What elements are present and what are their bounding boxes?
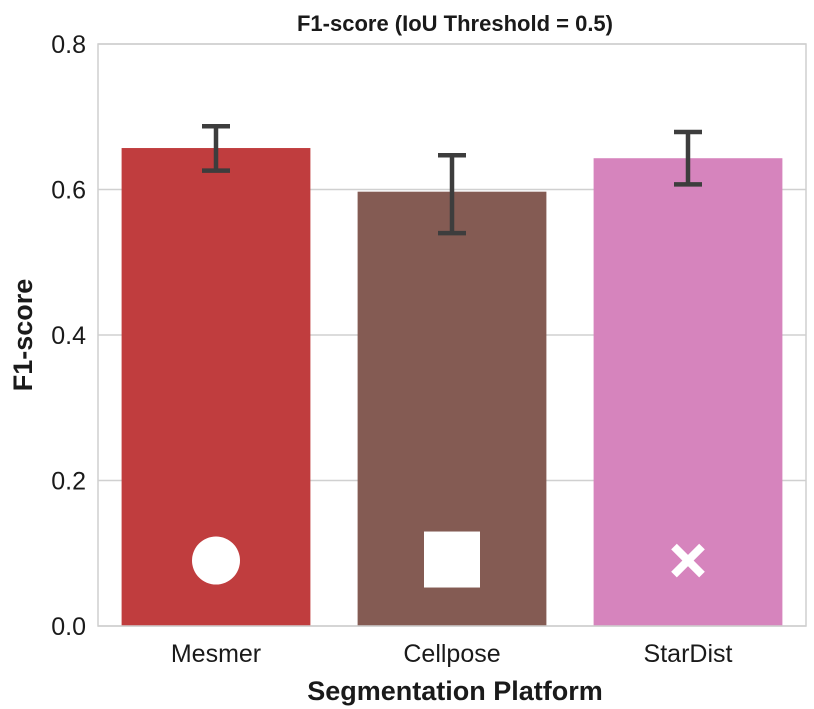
y-tick-label-0: 0.0 <box>51 613 86 641</box>
error-bars <box>202 123 702 236</box>
bar-markers <box>192 531 705 588</box>
chart-title: F1-score (IoU Threshold = 0.5) <box>297 11 613 36</box>
plot-frame <box>97 43 807 627</box>
y-axis-label: F1-score <box>8 279 38 392</box>
y-tick-label-1: 0.2 <box>51 468 86 496</box>
y-tick-label-2: 0.4 <box>51 322 86 350</box>
x-axis-label: Segmentation Platform <box>307 676 603 706</box>
marker-cross-stardist <box>671 543 705 578</box>
x-tick-label-mesmer: Mesmer <box>171 640 261 668</box>
x-tick-label-stardist: StarDist <box>644 640 733 668</box>
marker-square-cellpose <box>424 531 480 588</box>
x-tick-label-cellpose: Cellpose <box>403 640 500 668</box>
y-tick-label-3: 0.6 <box>51 177 86 205</box>
y-tick-label-4: 0.8 <box>51 31 86 59</box>
marker-circle-mesmer <box>192 536 240 585</box>
x-tick-labels: Mesmer Cellpose StarDist <box>171 640 733 668</box>
y-tick-labels: 0.0 0.2 0.4 0.6 0.8 <box>51 31 86 641</box>
bar-stardist <box>593 158 783 626</box>
